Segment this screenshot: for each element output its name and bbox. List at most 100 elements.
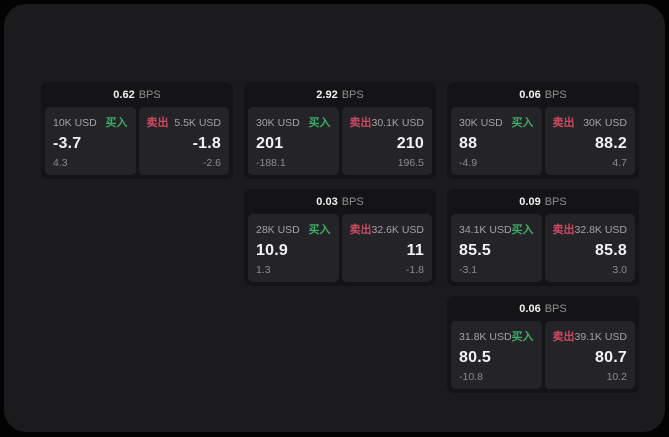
buy-delta: 4.3: [53, 157, 68, 169]
quote-card-body: 34.1K USD 买入 85.5 -3.1 卖出 32.8K USD 85.8…: [447, 214, 639, 286]
sell-amount-label: 30K USD: [583, 117, 627, 129]
sell-delta: 10.2: [606, 371, 627, 383]
sell-tile[interactable]: 卖出 30.1K USD 210 196.5: [341, 107, 432, 175]
buy-delta: -188.1: [256, 157, 286, 169]
buy-tile[interactable]: 30K USD 买入 201 -188.1: [248, 107, 339, 175]
buy-tile[interactable]: 28K USD 买入 10.9 1.3: [248, 214, 339, 282]
buy-tile-top: 31.8K USD 买入: [459, 328, 534, 344]
quote-grid: 0.62 BPS 10K USD 买入 -3.7 4.3 卖出: [41, 82, 639, 393]
bps-value: 0.03: [316, 195, 338, 208]
sell-tile[interactable]: 卖出 32.8K USD 85.8 3.0: [544, 214, 635, 282]
sell-amount-label: 32.8K USD: [574, 224, 628, 236]
sell-side-label: 卖出: [552, 117, 575, 129]
buy-tile-top: 10K USD 买入: [53, 114, 128, 130]
sell-price: -1.8: [192, 134, 221, 152]
quote-card: 0.06 BPS 31.8K USD 买入 80.5 -10.8 卖: [447, 296, 639, 393]
sell-delta: -1.8: [405, 264, 424, 276]
quote-card: 0.03 BPS 28K USD 买入 10.9 1.3 卖出: [244, 189, 436, 286]
quote-card: 2.92 BPS 30K USD 买入 201 -188.1 卖出: [244, 82, 436, 179]
sell-delta: 4.7: [612, 157, 627, 169]
buy-price: -3.7: [53, 134, 82, 152]
buy-tile-top: 30K USD 买入: [459, 114, 534, 130]
buy-tile-top: 34.1K USD 买入: [459, 221, 534, 237]
buy-tile-top: 28K USD 买入: [256, 221, 331, 237]
sell-price: 85.8: [595, 241, 627, 259]
buy-tile[interactable]: 34.1K USD 买入 85.5 -3.1: [451, 214, 542, 282]
buy-side-label: 买入: [105, 117, 128, 129]
buy-side-label: 买入: [308, 117, 331, 129]
buy-tile[interactable]: 30K USD 买入 88 -4.9: [451, 107, 542, 175]
sell-tile-top: 卖出 39.1K USD: [553, 328, 628, 344]
bps-value: 2.92: [316, 88, 338, 101]
bps-header: 0.06 BPS: [447, 296, 639, 321]
bps-header: 0.09 BPS: [447, 189, 639, 214]
sell-delta: 3.0: [612, 264, 627, 276]
bps-header: 0.62 BPS: [41, 82, 233, 107]
sell-price: 210: [396, 134, 424, 152]
sell-tile-top: 卖出 30K USD: [553, 114, 628, 130]
sell-side-label: 卖出: [552, 331, 575, 343]
buy-price: 201: [256, 134, 284, 152]
buy-side-label: 买入: [308, 224, 331, 236]
bps-unit-label: BPS: [138, 88, 161, 101]
sell-amount-label: 5.5K USD: [174, 117, 221, 129]
quote-card: 0.09 BPS 34.1K USD 买入 85.5 -3.1 卖出: [447, 189, 639, 286]
bps-value: 0.06: [519, 88, 541, 101]
buy-amount-label: 31.8K USD: [459, 331, 512, 343]
buy-tile-top: 30K USD 买入: [256, 114, 331, 130]
buy-amount-label: 30K USD: [459, 117, 503, 129]
quote-card-body: 10K USD 买入 -3.7 4.3 卖出 5.5K USD -1.8 -2.…: [41, 107, 233, 179]
sell-delta: -2.6: [202, 157, 221, 169]
buy-amount-label: 28K USD: [256, 224, 300, 236]
sell-tile[interactable]: 卖出 30K USD 88.2 4.7: [544, 107, 635, 175]
buy-amount-label: 34.1K USD: [459, 224, 512, 236]
quote-card-body: 28K USD 买入 10.9 1.3 卖出 32.6K USD 11 -1.8: [244, 214, 436, 286]
buy-amount-label: 10K USD: [53, 117, 97, 129]
quote-card: 0.06 BPS 30K USD 买入 88 -4.9 卖出: [447, 82, 639, 179]
bps-value: 0.06: [519, 302, 541, 315]
bps-header: 0.06 BPS: [447, 82, 639, 107]
quote-card: 0.62 BPS 10K USD 买入 -3.7 4.3 卖出: [41, 82, 233, 179]
buy-price: 85.5: [459, 241, 491, 259]
bps-unit-label: BPS: [544, 195, 567, 208]
sell-tile[interactable]: 卖出 39.1K USD 80.7 10.2: [544, 321, 635, 389]
sell-tile-top: 卖出 30.1K USD: [350, 114, 425, 130]
buy-tile[interactable]: 10K USD 买入 -3.7 4.3: [45, 107, 136, 175]
bps-unit-label: BPS: [341, 88, 364, 101]
buy-price: 88: [459, 134, 478, 152]
bps-value: 0.62: [113, 88, 135, 101]
sell-tile[interactable]: 卖出 32.6K USD 11 -1.8: [341, 214, 432, 282]
buy-tile[interactable]: 31.8K USD 买入 80.5 -10.8: [451, 321, 542, 389]
quote-card-body: 30K USD 买入 201 -188.1 卖出 30.1K USD 210 1…: [244, 107, 436, 179]
buy-delta: -10.8: [459, 371, 483, 383]
bps-unit-label: BPS: [544, 302, 567, 315]
sell-side-label: 卖出: [349, 224, 372, 236]
sell-price: 80.7: [595, 348, 627, 366]
sell-amount-label: 32.6K USD: [371, 224, 425, 236]
quotes-panel: 0.62 BPS 10K USD 买入 -3.7 4.3 卖出: [4, 4, 665, 432]
bps-unit-label: BPS: [341, 195, 364, 208]
quote-card-body: 30K USD 买入 88 -4.9 卖出 30K USD 88.2 4.7: [447, 107, 639, 179]
buy-price: 80.5: [459, 348, 491, 366]
buy-delta: 1.3: [256, 264, 271, 276]
sell-price: 88.2: [595, 134, 627, 152]
sell-tile[interactable]: 卖出 5.5K USD -1.8 -2.6: [138, 107, 229, 175]
buy-delta: -4.9: [459, 157, 478, 169]
buy-side-label: 买入: [511, 117, 534, 129]
buy-side-label: 买入: [511, 331, 534, 343]
bps-unit-label: BPS: [544, 88, 567, 101]
quote-card-body: 31.8K USD 买入 80.5 -10.8 卖出 39.1K USD 80.…: [447, 321, 639, 393]
sell-price: 11: [406, 241, 424, 259]
bps-header: 0.03 BPS: [244, 189, 436, 214]
buy-price: 10.9: [256, 241, 288, 259]
sell-amount-label: 39.1K USD: [574, 331, 628, 343]
buy-side-label: 买入: [511, 224, 534, 236]
sell-amount-label: 30.1K USD: [371, 117, 425, 129]
sell-side-label: 卖出: [349, 117, 372, 129]
buy-delta: -3.1: [459, 264, 478, 276]
sell-side-label: 卖出: [552, 224, 575, 236]
bps-header: 2.92 BPS: [244, 82, 436, 107]
bps-value: 0.09: [519, 195, 541, 208]
sell-tile-top: 卖出 32.8K USD: [553, 221, 628, 237]
sell-tile-top: 卖出 5.5K USD: [147, 114, 222, 130]
